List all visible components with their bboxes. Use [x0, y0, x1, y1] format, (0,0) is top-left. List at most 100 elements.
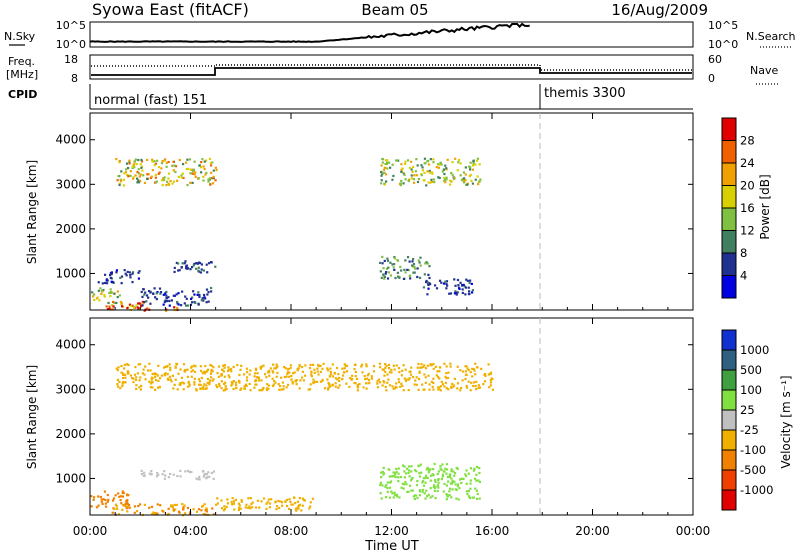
- data-cell: [469, 173, 472, 177]
- data-cell: [453, 474, 456, 477]
- colorbar-tick-label: 25: [740, 403, 755, 417]
- data-cell: [200, 505, 204, 508]
- colorbar-swatch: [722, 370, 736, 390]
- data-cell: [160, 162, 164, 165]
- data-cell: [169, 366, 172, 369]
- data-cell: [381, 255, 384, 259]
- data-cell: [360, 365, 363, 368]
- freq-label-line2: [MHz]: [6, 68, 38, 81]
- data-cell: [386, 167, 389, 170]
- data-cell: [471, 496, 474, 499]
- data-cell: [234, 383, 238, 386]
- data-cell: [433, 486, 437, 490]
- data-cell: [394, 475, 397, 479]
- velocity-xticks: [89, 318, 694, 515]
- data-cell: [467, 292, 471, 296]
- y-tick-label: 2000: [55, 427, 86, 441]
- data-cell: [206, 381, 209, 384]
- data-cell: [427, 159, 430, 162]
- data-cell: [135, 387, 138, 391]
- data-cell: [140, 290, 143, 294]
- data-cell: [449, 365, 452, 368]
- data-cell: [478, 180, 481, 183]
- data-cell: [403, 173, 406, 176]
- data-cell: [389, 481, 392, 484]
- data-cell: [145, 294, 149, 297]
- data-cell: [385, 389, 388, 392]
- data-cell: [163, 366, 166, 369]
- data-cell: [143, 181, 147, 185]
- data-cell: [138, 302, 141, 305]
- data-cell: [438, 377, 441, 380]
- data-cell: [129, 170, 132, 173]
- data-cell: [103, 273, 107, 276]
- data-cell: [124, 381, 127, 384]
- data-cell: [405, 378, 408, 381]
- data-cell: [132, 380, 135, 384]
- data-cell: [456, 387, 459, 390]
- data-cell: [154, 296, 157, 299]
- data-cell: [472, 496, 475, 499]
- data-cell: [167, 160, 170, 164]
- data-cell: [447, 480, 450, 483]
- data-cell: [121, 373, 125, 376]
- data-cell: [391, 492, 394, 495]
- data-cell: [100, 498, 103, 501]
- data-cell: [423, 492, 426, 495]
- data-cell: [469, 371, 472, 374]
- data-cell: [475, 473, 478, 476]
- data-cell: [402, 483, 406, 486]
- data-cell: [404, 162, 407, 166]
- data-cell: [203, 383, 206, 386]
- data-cell: [479, 178, 482, 181]
- data-cell: [152, 292, 155, 295]
- data-cell: [469, 482, 472, 485]
- data-cell: [416, 480, 419, 483]
- data-cell: [148, 380, 151, 383]
- data-cell: [197, 266, 200, 269]
- data-cell: [176, 388, 179, 391]
- data-cell: [279, 500, 282, 503]
- data-cell: [115, 271, 118, 274]
- data-cell: [410, 366, 413, 369]
- data-cell: [450, 468, 453, 471]
- data-cell: [225, 387, 228, 391]
- data-cell: [120, 282, 123, 285]
- data-cell: [140, 305, 143, 308]
- data-cell: [136, 181, 139, 184]
- data-cell: [439, 389, 442, 392]
- data-cell: [296, 368, 299, 371]
- data-cell: [192, 168, 196, 171]
- data-cell: [474, 373, 477, 376]
- data-cell: [410, 174, 413, 177]
- data-cell: [131, 166, 134, 169]
- data-cell: [108, 305, 111, 308]
- data-cell: [154, 511, 157, 515]
- data-cell: [215, 503, 218, 506]
- data-cell: [133, 163, 136, 166]
- data-cell: [191, 181, 194, 184]
- data-cell: [114, 503, 118, 506]
- data-cell: [198, 293, 201, 297]
- data-cell: [163, 373, 167, 376]
- data-cell: [417, 388, 420, 391]
- data-cell: [443, 179, 446, 183]
- power-ylabel: Slant Range [km]: [25, 160, 39, 264]
- data-cell: [138, 175, 142, 178]
- data-cell: [156, 159, 159, 162]
- data-cell: [353, 367, 356, 371]
- data-cell: [126, 306, 129, 310]
- data-cell: [128, 271, 131, 274]
- data-cell: [180, 174, 183, 177]
- data-cell: [193, 160, 196, 163]
- data-cell: [136, 372, 139, 375]
- data-cell: [418, 489, 422, 492]
- data-cell: [342, 371, 346, 374]
- data-cell: [101, 282, 104, 285]
- data-cell: [412, 375, 415, 379]
- data-cell: [440, 478, 444, 481]
- data-cell: [453, 292, 457, 295]
- colorbar-swatch: [722, 390, 736, 410]
- data-cell: [450, 477, 453, 480]
